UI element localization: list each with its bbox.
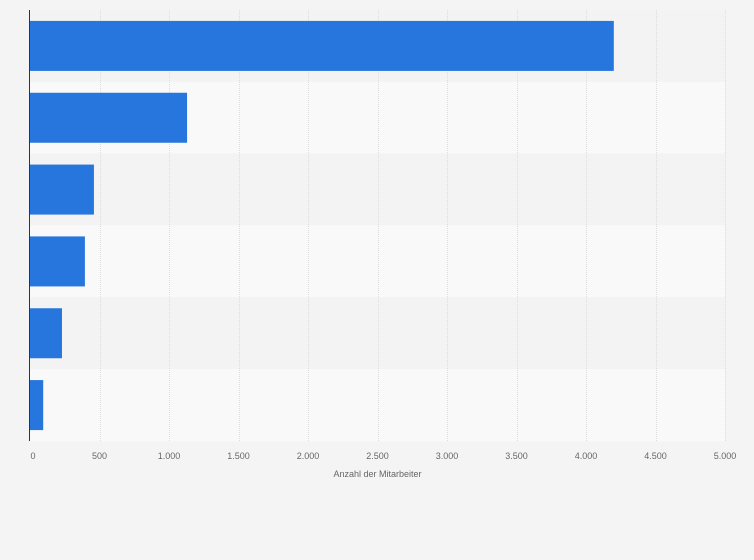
x-tick-label: 3.000: [436, 451, 459, 461]
row-band: [30, 369, 725, 441]
x-tick-label: 500: [92, 451, 107, 461]
x-tick-label: 2.000: [297, 451, 320, 461]
x-tick-label: 5.000: [714, 451, 737, 461]
x-tick-labels: 0 500 1.000 1.500 2.000 2.500 3.000 3.500 4.000 4…: [30, 451, 736, 461]
bar: [30, 380, 44, 431]
x-tick-label: 4.000: [575, 451, 598, 461]
x-tick-label: 1.500: [227, 451, 250, 461]
row-bands: [30, 10, 725, 441]
bar: [30, 92, 188, 143]
x-tick-label: 0: [30, 451, 35, 461]
x-tick-label: 2.500: [366, 451, 389, 461]
row-band: [30, 153, 725, 226]
x-tick-label: 3.500: [505, 451, 528, 461]
row-band: [30, 225, 725, 298]
bar: [30, 236, 85, 287]
x-tick-label: 1.000: [158, 451, 181, 461]
bar: [30, 20, 614, 71]
bar: [30, 308, 62, 359]
bar: [30, 164, 94, 215]
x-tick-label: 4.500: [644, 451, 667, 461]
row-band: [30, 297, 725, 370]
bars: [30, 20, 614, 431]
x-axis-title: Anzahl der Mitarbeiter: [333, 469, 421, 479]
